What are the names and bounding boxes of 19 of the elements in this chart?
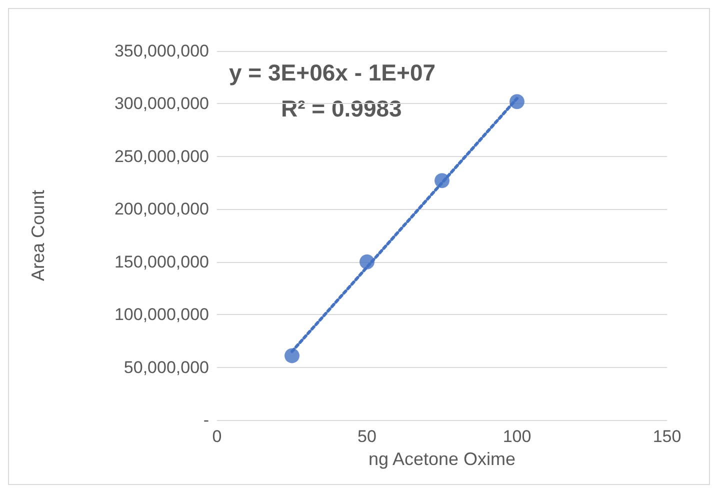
y-tick-label: 250,000,000 [114, 146, 209, 166]
x-tick-label: 50 [358, 427, 376, 446]
x-tick-label: 0 [212, 427, 222, 446]
y-tick-label: 300,000,000 [114, 94, 209, 114]
x-tick-label: 100 [502, 427, 532, 446]
x-axis-title: ng Acetone Oxime [368, 448, 516, 469]
y-tick-label: 100,000,000 [114, 305, 209, 324]
x-tick-label: 150 [652, 427, 682, 446]
y-tick-label: 150,000,000 [114, 252, 209, 272]
y-axis-title: Area Count [28, 190, 48, 282]
y-tick-label: 50,000,000 [124, 358, 209, 377]
point [434, 173, 450, 188]
annotation: y = 3E+06x - 1E+07 [229, 60, 436, 86]
y-tick-label: - [203, 410, 209, 430]
point [284, 348, 300, 364]
y-tick-label: 350,000,000 [114, 42, 209, 60]
y-tick-label: 200,000,000 [114, 200, 209, 219]
point [360, 254, 374, 270]
point [510, 94, 524, 110]
